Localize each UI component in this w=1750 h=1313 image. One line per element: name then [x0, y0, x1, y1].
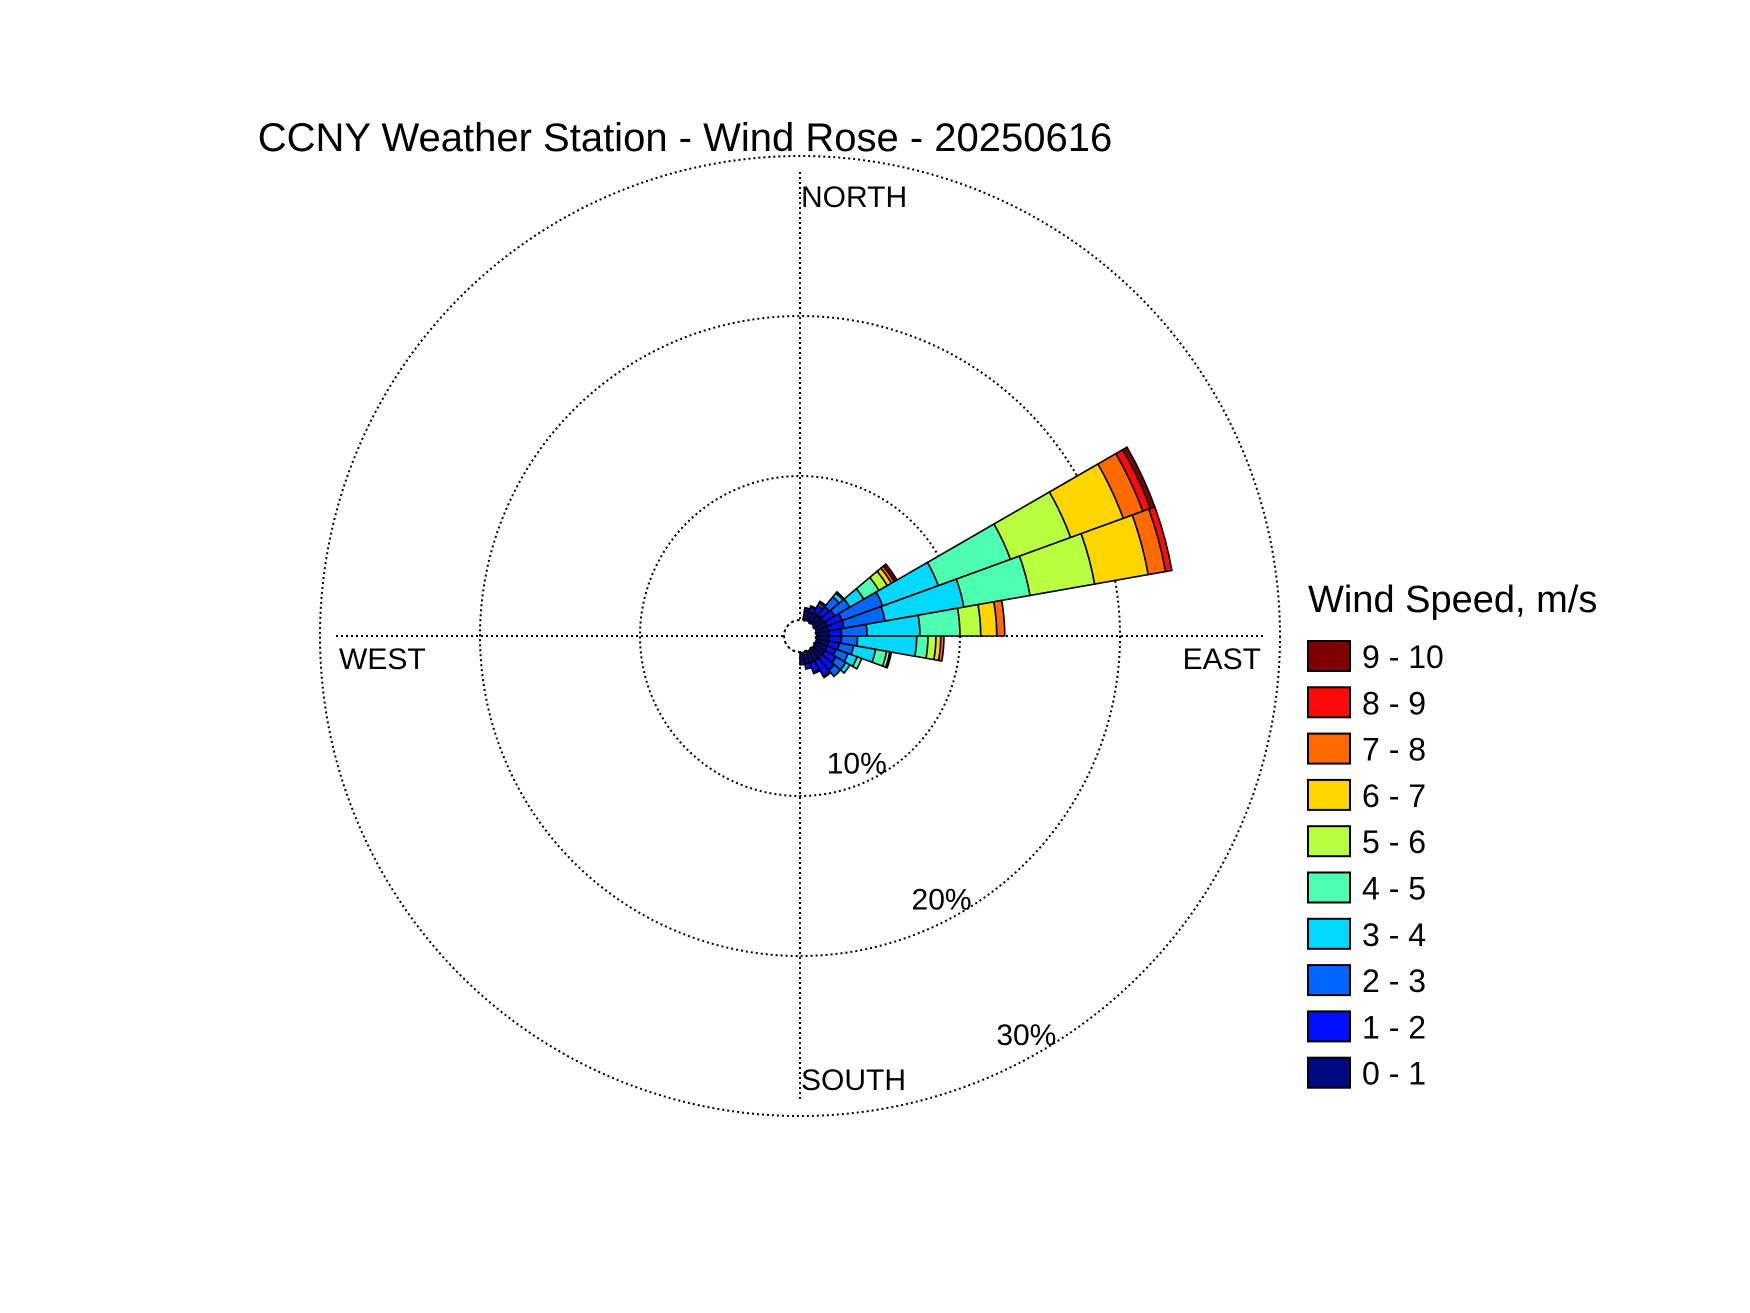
legend-label-9: 0 - 1 [1362, 1056, 1426, 1092]
calm-circle [783, 619, 817, 653]
wedge-145deg-bin-2 [822, 670, 832, 679]
legend-swatch-2 [1307, 732, 1351, 765]
wedge-95deg-bin-7 [937, 635, 945, 662]
legend-title: Wind Speed, m/s [1308, 579, 1597, 621]
legend-swatch-6 [1307, 917, 1351, 950]
wedge-85deg-bin-1 [827, 627, 843, 637]
axis-labels: NORTH SOUTH EAST WEST [339, 181, 1261, 1097]
legend-label-0: 9 - 10 [1362, 639, 1444, 675]
radial-tick-label-2: 20% [912, 883, 972, 916]
legend-swatch-4 [1307, 825, 1351, 858]
north-label: NORTH [801, 181, 907, 214]
chart-title: CCNY Weather Station - Wind Rose - 20250… [258, 116, 1113, 160]
legend-label-7: 2 - 3 [1362, 963, 1426, 999]
radial-tick-labels: 10% 20% 30% [827, 748, 1057, 1052]
radial-tick-label-1: 10% [827, 748, 887, 781]
west-label: WEST [339, 643, 426, 676]
south-label: SOUTH [801, 1064, 906, 1097]
legend-swatch-8 [1307, 1010, 1351, 1043]
legend-label-8: 1 - 2 [1362, 1009, 1426, 1045]
radial-tick-label-3: 30% [996, 1019, 1056, 1052]
wedge-155deg-bin-2 [812, 668, 822, 675]
legend-swatch-9 [1307, 1056, 1351, 1089]
legend-label-1: 8 - 9 [1362, 685, 1426, 721]
legend-items: 9 - 10 8 - 9 7 - 8 6 - 7 5 - 6 4 - 5 3 - 4 2 - … [1307, 639, 1444, 1092]
legend-label-6: 3 - 4 [1362, 917, 1426, 953]
wedge-85deg-bin-7 [992, 599, 1006, 637]
legend-swatch-7 [1307, 964, 1351, 997]
legend-swatch-0 [1307, 640, 1351, 672]
legend-label-2: 7 - 8 [1362, 732, 1426, 768]
grid-ring-2 [479, 315, 1121, 957]
legend: Wind Speed, m/s 9 - 10 8 - 9 7 - 8 6 - 7 5 -… [1307, 579, 1597, 1092]
legend-label-3: 6 - 7 [1362, 778, 1426, 814]
east-label: EAST [1183, 643, 1261, 676]
wedge-75deg-bin-8 [1147, 505, 1173, 573]
wedge-125deg-bin-3 [839, 661, 851, 675]
legend-label-5: 4 - 5 [1362, 871, 1426, 907]
wedge-135deg-bin-2 [827, 663, 842, 678]
wind-rose-wedges [799, 446, 1173, 679]
legend-swatch-5 [1307, 871, 1351, 904]
legend-label-4: 5 - 6 [1362, 824, 1426, 860]
legend-swatch-1 [1307, 686, 1351, 719]
grid-ring-3 [319, 155, 1281, 1117]
wedge-85deg-bin-5 [956, 603, 982, 637]
wedge-105deg-bin-6 [884, 650, 893, 669]
legend-swatch-3 [1307, 778, 1351, 811]
wedge-165deg-bin-1 [804, 662, 813, 671]
wedge-115deg-bin-4 [851, 655, 863, 670]
